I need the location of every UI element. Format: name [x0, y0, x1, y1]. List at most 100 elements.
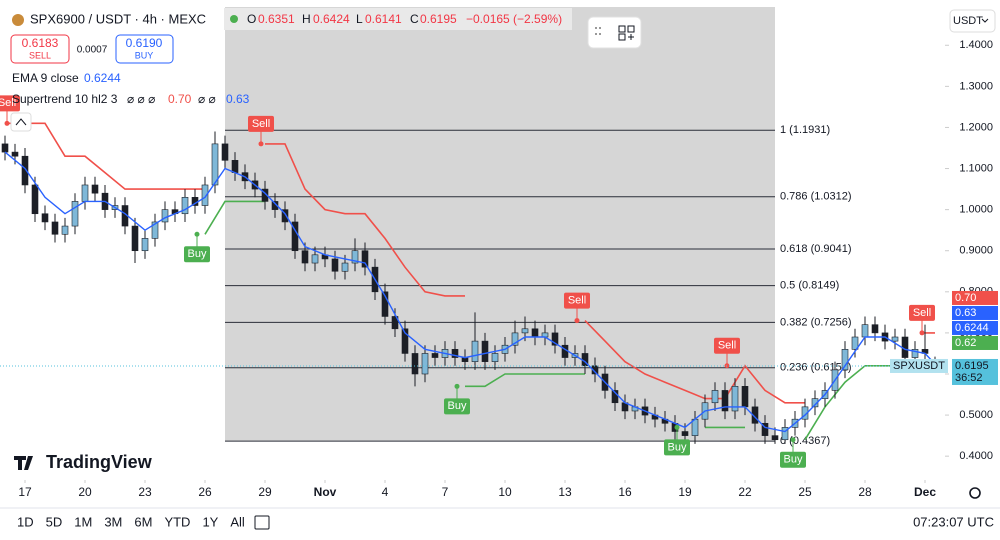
- candle-body: [851, 336, 859, 350]
- currency-button[interactable]: [949, 9, 996, 33]
- sell-button[interactable]: [10, 34, 70, 64]
- fib-label: 0.5 (0.8149): [780, 280, 839, 292]
- status-dot: [230, 15, 238, 23]
- candle-body: [761, 422, 769, 436]
- ohlc-label: C: [410, 12, 419, 26]
- candle-body: [421, 353, 429, 375]
- x-tick-label: 20: [78, 485, 92, 499]
- fib-label: 0.786 (1.0312): [780, 191, 852, 203]
- period-button[interactable]: 3M: [104, 514, 122, 529]
- signal-label: Buy: [188, 248, 207, 260]
- candle-body: [311, 254, 319, 264]
- buy-button[interactable]: [115, 34, 174, 64]
- candle-body: [81, 184, 89, 202]
- candle-body: [151, 221, 159, 239]
- last-price-label: 0.6195: [955, 360, 989, 372]
- candle-body: [471, 340, 479, 362]
- period-button[interactable]: 1M: [74, 514, 92, 529]
- collapse-icon: [15, 118, 27, 126]
- symbol[interactable]: SPX6900 / USDT · 4h · MEXC: [30, 11, 206, 26]
- candle-body: [861, 324, 869, 338]
- candle-body: [741, 386, 749, 408]
- y-tick-label: 0.5000: [959, 409, 993, 421]
- candle-body: [451, 349, 459, 358]
- candle-body: [751, 406, 759, 424]
- supertrend-legend: Supertrend 10 hl2 3: [12, 92, 118, 106]
- ohlc-change: −0.0165 (−2.59%): [466, 12, 562, 26]
- candle-body: [731, 386, 739, 412]
- candle-body: [211, 143, 219, 186]
- candle-body: [61, 225, 69, 235]
- candle-body: [161, 209, 169, 223]
- plot-area: 1 (1.1931) 0.786 (1.0312) 0.618 (0.9041) 0.…: [0, 7, 945, 468]
- settings-icon[interactable]: [969, 487, 981, 499]
- signal-box: [714, 337, 740, 354]
- candle-body: [871, 324, 879, 334]
- candle-body: [551, 332, 559, 346]
- sell-label: SELL: [29, 50, 51, 60]
- signal-label: Buy: [784, 454, 803, 466]
- candle-body: [771, 435, 779, 441]
- candle-body: [841, 349, 849, 371]
- candle-body: [1, 143, 9, 153]
- period-button[interactable]: All: [230, 514, 245, 529]
- candle-body: [381, 291, 389, 317]
- fib-label: 0.382 (0.7256): [780, 316, 852, 328]
- x-tick-label: 17: [18, 485, 32, 499]
- price-badge-label: 0.70: [955, 292, 976, 304]
- price-badge: [952, 320, 998, 335]
- signal-label: Sell: [252, 118, 270, 130]
- candle-body: [51, 221, 59, 235]
- object-tree-icon[interactable]: [618, 25, 635, 41]
- period-button[interactable]: YTD: [164, 514, 190, 529]
- y-tick-label: 1.2000: [959, 121, 993, 133]
- signal-label: Buy: [448, 400, 467, 412]
- candle-body: [281, 209, 289, 223]
- ohlc-label: H: [302, 12, 311, 26]
- signal-label: Sell: [568, 294, 586, 306]
- supertrend-up-value: 0.63: [226, 92, 250, 106]
- signal-box: [780, 451, 806, 468]
- ohlc-value: 0.6424: [313, 12, 350, 26]
- period-button[interactable]: 5D: [46, 514, 63, 529]
- fib-label: 1 (1.1931): [780, 124, 830, 136]
- candle-body: [401, 328, 409, 354]
- toolbar-widget[interactable]: [587, 16, 642, 49]
- y-tick-label: 1.3000: [959, 80, 993, 92]
- x-tick-label: 19: [678, 485, 692, 499]
- ema-legend: EMA 9 close: [12, 71, 79, 85]
- date-range-icon[interactable]: [254, 515, 270, 530]
- candle-body: [361, 250, 369, 268]
- spread: 0.0007: [77, 45, 108, 56]
- signal-label: Sell: [913, 307, 931, 319]
- x-tick-label: 13: [558, 485, 572, 499]
- x-tick-label: 23: [138, 485, 152, 499]
- buy-label: BUY: [135, 50, 154, 60]
- symbol-badge: [890, 358, 948, 373]
- signal-box: [248, 115, 274, 132]
- currency-caret: [981, 18, 989, 23]
- x-tick-label: 22: [738, 485, 752, 499]
- collapse-button[interactable]: [10, 112, 32, 132]
- candle-body: [801, 406, 809, 420]
- candle-body: [351, 250, 359, 264]
- candle-body: [511, 332, 519, 346]
- price-badge: [952, 290, 998, 305]
- signal-box: [444, 398, 470, 415]
- candle-body: [141, 238, 149, 252]
- clock: 07:23:07 UTC: [913, 514, 994, 529]
- candle-body: [491, 353, 499, 362]
- period-button[interactable]: 6M: [134, 514, 152, 529]
- symbol-icon: [12, 14, 24, 26]
- y-tick-label: 1.1000: [959, 162, 993, 174]
- symbol-badge-label: SPXUSDT: [893, 360, 945, 372]
- candle-body: [781, 427, 789, 441]
- x-tick-label: 28: [858, 485, 872, 499]
- period-button[interactable]: 1D: [17, 514, 34, 529]
- candle-body: [341, 262, 349, 272]
- ohlc-box: [224, 8, 572, 30]
- candle-body: [521, 328, 529, 334]
- period-button[interactable]: 1Y: [202, 514, 218, 529]
